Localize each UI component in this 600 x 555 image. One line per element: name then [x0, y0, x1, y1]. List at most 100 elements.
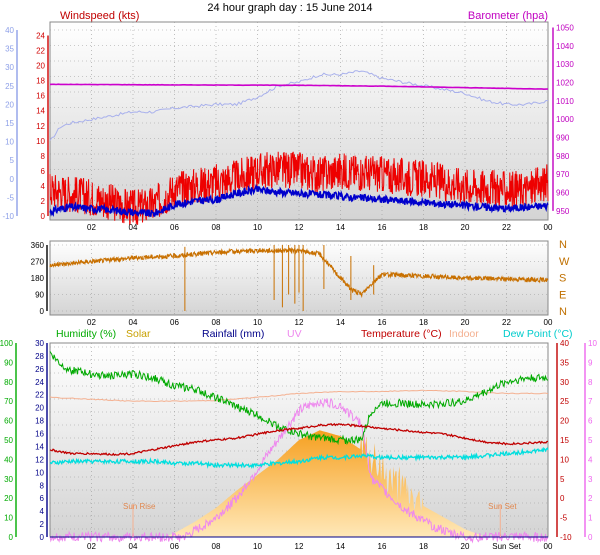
- barometer-label: Barometer (hpa): [468, 10, 548, 22]
- x-tick-label: 14: [336, 318, 345, 327]
- x-tick-label: 06: [170, 542, 179, 551]
- x-tick-label: 16: [378, 318, 387, 327]
- x-tick-label: 22: [502, 223, 511, 232]
- barometer-axis-tick-label: 980: [556, 152, 570, 161]
- direction-letter: N: [559, 306, 567, 318]
- legend-label: Indoor: [449, 328, 479, 340]
- barometer-axis-tick-label: 1040: [556, 42, 574, 51]
- legend-label: Humidity (%): [56, 328, 116, 340]
- wind-axis-tick-label: 22: [36, 47, 45, 56]
- rain-axis-tick-label: 22: [35, 391, 44, 400]
- rain-axis-tick-label: 16: [35, 430, 44, 439]
- humidity-axis-tick-label: 100: [0, 339, 14, 348]
- x-tick-label: 18: [419, 542, 428, 551]
- legend-label: Solar: [126, 328, 151, 340]
- temperature-axis-tick-label: 0: [560, 494, 565, 503]
- x-tick-label: 20: [461, 542, 470, 551]
- series-line-dewpoint: [49, 446, 549, 469]
- series-line-temperature: [49, 422, 549, 457]
- legend-label: Temperature (°C): [361, 328, 442, 340]
- rain-axis-tick-label: 0: [40, 533, 45, 542]
- temperature-axis-tick-label: 15: [560, 436, 569, 445]
- outer-left-axis-tick-label: 10: [5, 138, 14, 147]
- panels: -10-505101520253035400246810121416182022…: [0, 10, 597, 551]
- barometer-axis-tick-label: 1050: [556, 24, 574, 33]
- rain-axis-tick-label: 14: [35, 442, 44, 451]
- x-tick-label: 14: [336, 542, 345, 551]
- rain-axis-tick-label: 4: [40, 507, 45, 516]
- rain-axis-tick-label: 12: [35, 455, 44, 464]
- uv-axis-tick-label: 8: [588, 378, 593, 387]
- direction-axis-tick-label: 0: [40, 307, 45, 316]
- uv-axis-tick-label: 9: [588, 358, 593, 367]
- temperature-axis-tick-label: 40: [560, 339, 569, 348]
- outer-left-axis-tick-label: 20: [5, 100, 14, 109]
- uv-axis-tick-label: 0: [588, 533, 593, 542]
- temperature-axis-tick-label: 30: [560, 378, 569, 387]
- x-tick-label: 10: [253, 542, 262, 551]
- x-tick-label: 08: [212, 223, 221, 232]
- uv-axis-tick-label: 6: [588, 417, 593, 426]
- rain-axis-tick-label: 28: [35, 352, 44, 361]
- direction-axis-tick-label: 90: [35, 291, 44, 300]
- series-line-gust: [49, 151, 549, 225]
- wind-axis-tick-label: 20: [36, 62, 45, 71]
- series-line-speed: [49, 183, 549, 218]
- humidity-axis-tick-label: 90: [4, 358, 13, 367]
- legend-label: UV: [287, 328, 302, 340]
- rain-axis-tick-label: 18: [35, 417, 44, 426]
- rain-axis-tick-label: 6: [40, 494, 45, 503]
- x-tick-label: 14: [336, 223, 345, 232]
- x-tick-label: 22: [502, 318, 511, 327]
- humidity-axis-tick-label: 20: [4, 494, 13, 503]
- wind-axis-tick-label: 12: [36, 122, 45, 131]
- barometer-axis-tick-label: 1010: [556, 97, 574, 106]
- temperature-axis-tick-label: 5: [560, 475, 565, 484]
- wind-axis-tick-label: 4: [41, 182, 46, 191]
- direction-letter: N: [559, 239, 567, 251]
- x-tick-label: 08: [212, 542, 221, 551]
- wind-axis-tick-label: 6: [41, 167, 46, 176]
- x-tick-label: 06: [170, 223, 179, 232]
- uv-axis-tick-label: 1: [588, 514, 593, 523]
- rain-axis-tick-label: 2: [40, 520, 45, 529]
- windspeed-label: Windspeed (kts): [60, 10, 139, 22]
- chart-title: 24 hour graph day : 15 June 2014: [207, 2, 372, 14]
- temperature-axis-tick-label: -10: [560, 533, 572, 542]
- outer-left-axis-tick-label: -10: [2, 212, 14, 221]
- x-tick-label: 10: [253, 223, 262, 232]
- wind-axis-tick-label: 10: [36, 137, 45, 146]
- uv-axis-tick-label: 4: [588, 455, 593, 464]
- legend-label: Dew Point (°C): [503, 328, 573, 340]
- rain-axis-tick-label: 24: [35, 378, 44, 387]
- direction-letter: S: [559, 273, 566, 285]
- barometer-axis-tick-label: 950: [556, 207, 570, 216]
- humidity-axis-tick-label: 80: [4, 378, 13, 387]
- barometer-axis-tick-label: 990: [556, 134, 570, 143]
- x-tick-label: 12: [295, 542, 304, 551]
- uv-axis-tick-label: 5: [588, 436, 593, 445]
- outer-left-axis-tick-label: 0: [10, 175, 15, 184]
- humidity-axis-tick-label: 30: [4, 475, 13, 484]
- series-line-barometer: [49, 83, 549, 91]
- x-tick-label: 10: [253, 318, 262, 327]
- temperature-axis-tick-label: 25: [560, 397, 569, 406]
- rain-axis-tick-label: 10: [35, 468, 44, 477]
- x-tick-label: 00: [544, 542, 553, 551]
- direction-axis-tick-label: 360: [31, 241, 45, 250]
- humidity-axis-tick-label: 60: [4, 417, 13, 426]
- x-tick-label: 18: [419, 223, 428, 232]
- wind-axis-tick-label: 14: [36, 107, 45, 116]
- x-tick-label: 04: [129, 223, 138, 232]
- uv-axis-tick-label: 10: [588, 339, 597, 348]
- x-tick-label: 02: [87, 223, 96, 232]
- legend-label: Rainfall (mm): [202, 328, 264, 340]
- humidity-axis-tick-label: 10: [4, 514, 13, 523]
- temperature-axis-tick-label: 20: [560, 417, 569, 426]
- temperature-axis-tick-label: 35: [560, 358, 569, 367]
- outer-left-axis-tick-label: 15: [5, 119, 14, 128]
- wind-axis-tick-label: 16: [36, 92, 45, 101]
- wind-axis-tick-label: 2: [41, 197, 46, 206]
- x-tick-label: 20: [461, 318, 470, 327]
- uv-axis-tick-label: 7: [588, 397, 593, 406]
